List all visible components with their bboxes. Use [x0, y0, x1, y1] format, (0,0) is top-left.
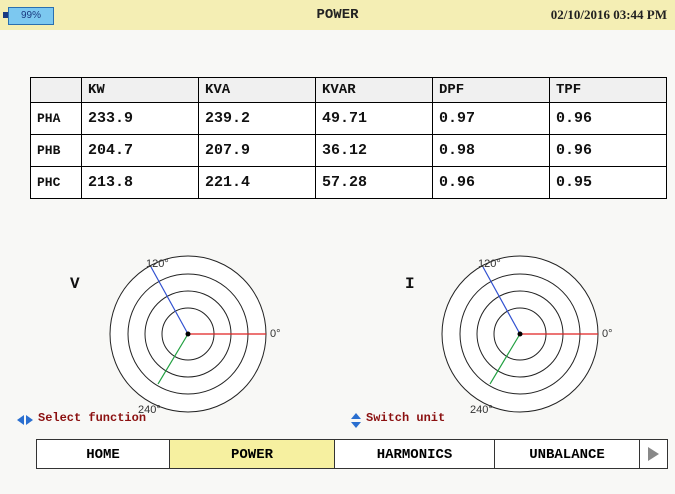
column-header: DPF: [432, 77, 550, 103]
left-arrow-icon: [17, 415, 24, 425]
table-cell: 0.98: [432, 134, 550, 167]
next-icon: [648, 447, 659, 461]
phasor-label: I: [405, 275, 415, 293]
tab-next[interactable]: [640, 439, 668, 469]
angle-label: 0°: [602, 328, 613, 340]
top-bar: [0, 0, 675, 30]
angle-label: 120°: [146, 258, 169, 270]
hint-switch: Switch unit: [366, 411, 446, 425]
tab-harmonics[interactable]: HARMONICS: [335, 439, 495, 469]
column-header: KVA: [198, 77, 316, 103]
hint-select: Select function: [38, 411, 147, 425]
angle-label: 240°: [138, 404, 161, 416]
phase-vector: [482, 266, 521, 335]
table-cell: 207.9: [198, 134, 316, 167]
table-cell: 0.96: [432, 166, 550, 199]
table-cell: 36.12: [315, 134, 433, 167]
table-cell: 0.96: [549, 134, 667, 167]
table-cell: 0.97: [432, 102, 550, 135]
phase-vector: [157, 333, 189, 385]
screen-title: POWER: [316, 7, 359, 23]
battery-tip: [3, 12, 8, 18]
up-arrow-icon: [351, 413, 361, 419]
row-label: PHB: [30, 134, 82, 167]
center-dot: [517, 331, 523, 337]
tab-bar: HOME POWER HARMONICS UNBALANCE: [36, 439, 668, 469]
current-phasor: 120° 0° 240°: [441, 255, 613, 416]
power-table: KW KVA KVAR DPF TPF PHA 233.9 239.2 49.71 0.…: [30, 77, 667, 199]
tab-power[interactable]: POWER: [170, 439, 335, 469]
table-row: PHB 204.7 207.9 36.12 0.98 0.96: [30, 134, 667, 167]
angle-label: 120°: [478, 258, 501, 270]
tab-unbalance[interactable]: UNBALANCE: [495, 439, 640, 469]
table-row: PHC 213.8 221.4 57.28 0.96 0.95: [30, 166, 667, 199]
column-header: KVAR: [315, 77, 433, 103]
angle-label: 240°: [470, 404, 493, 416]
phasor-label: V: [70, 275, 80, 293]
right-arrow-icon: [26, 415, 33, 425]
phase-vector: [150, 266, 189, 335]
down-arrow-icon: [351, 422, 361, 428]
row-label: PHA: [30, 102, 82, 135]
table-cell: 221.4: [198, 166, 316, 199]
table-cell: 239.2: [198, 102, 316, 135]
phase-vector: [489, 333, 521, 385]
battery: 99%: [8, 7, 54, 25]
tab-home[interactable]: HOME: [36, 439, 170, 469]
table-cell: 0.95: [549, 166, 667, 199]
voltage-phasor: 120° 0° 240°: [109, 255, 281, 416]
center-dot: [185, 331, 191, 337]
column-header: KW: [81, 77, 199, 103]
table-cell: 57.28: [315, 166, 433, 199]
angle-label: 0°: [270, 328, 281, 340]
datetime: 02/10/2016 03:44 PM: [550, 7, 667, 22]
table-cell: 213.8: [81, 166, 199, 199]
